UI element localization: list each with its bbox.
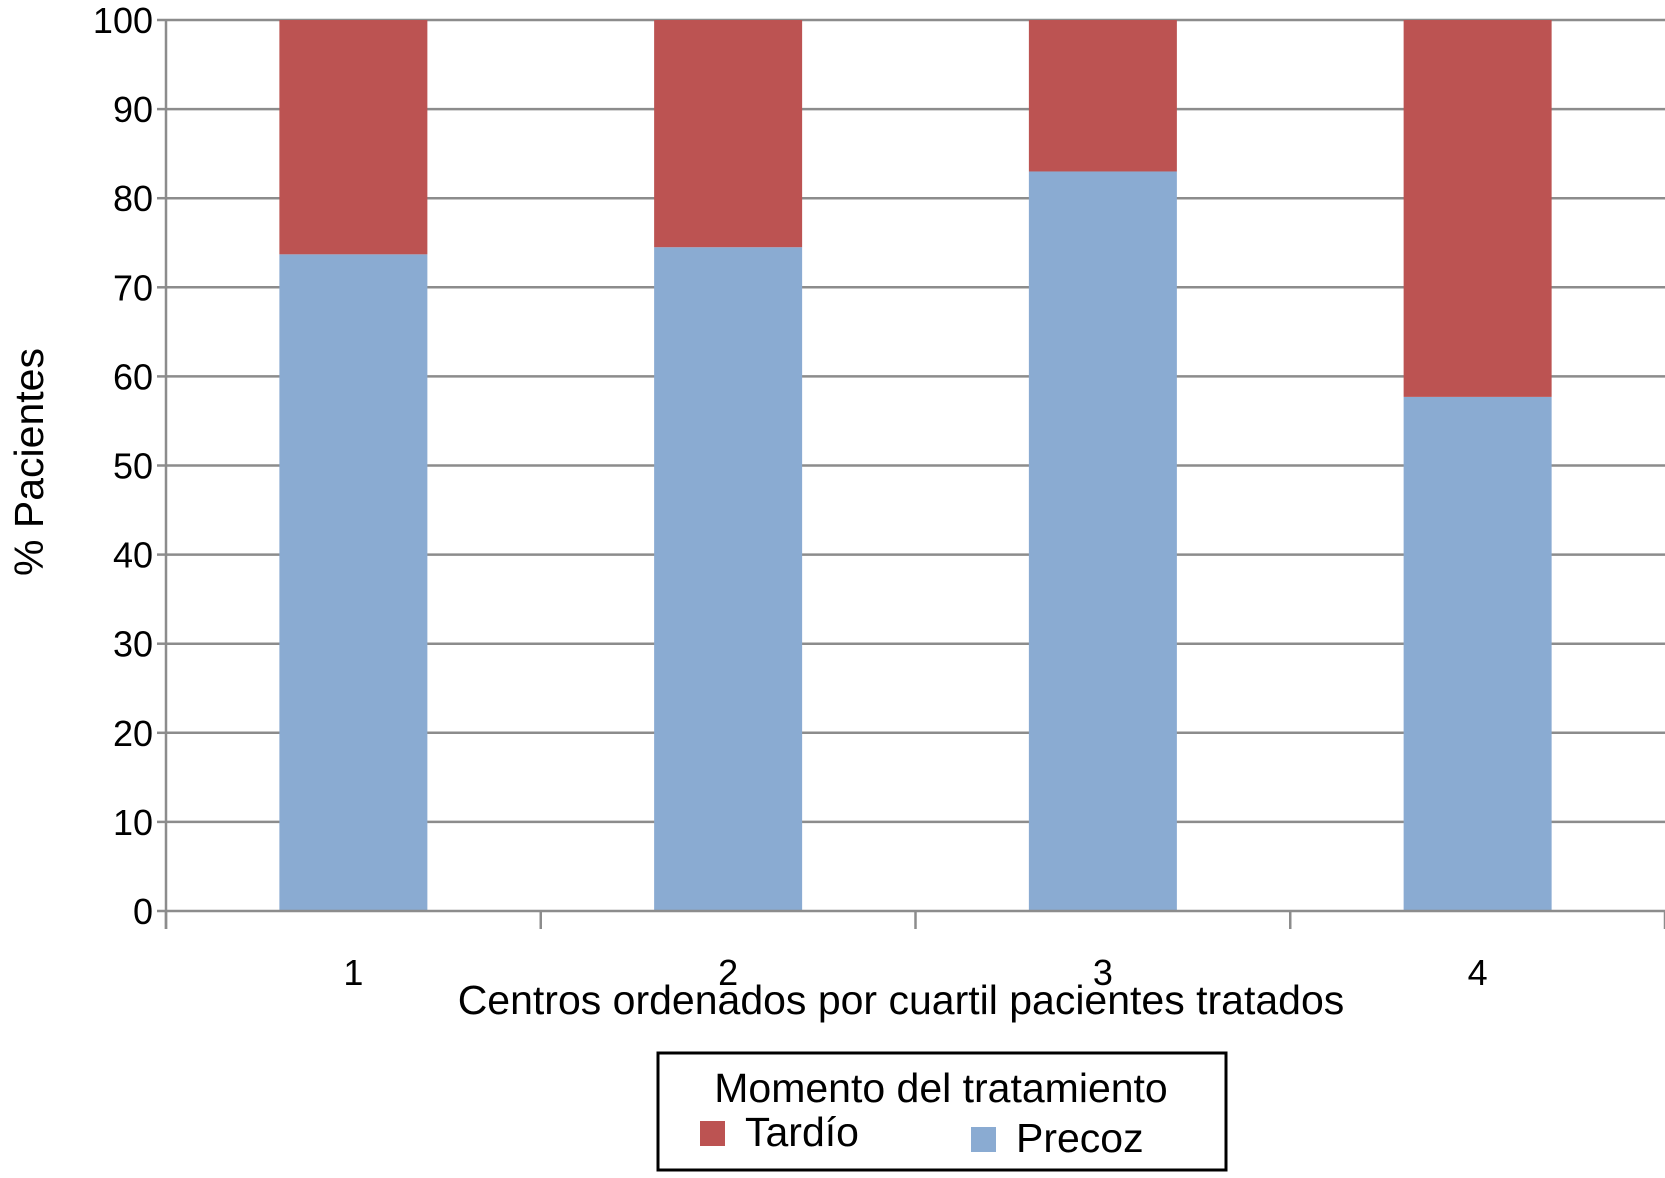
- legend-title: Momento del tratamiento: [714, 1065, 1168, 1111]
- legend-swatch-tardio: [700, 1121, 725, 1146]
- legend-label-tardio: Tardío: [745, 1109, 859, 1155]
- legend: Momento del tratamiento Tardío Precoz: [656, 1051, 1228, 1172]
- bar-tardio-1: [279, 20, 428, 255]
- legend-label-precoz: Precoz: [1016, 1115, 1144, 1161]
- y-tick-label: 50: [113, 446, 153, 487]
- x-axis-title: Centros ordenados por cuartil pacientes …: [458, 977, 1345, 1023]
- bars: [279, 20, 1552, 912]
- x-axis-ticks: 1 2 3 4: [343, 952, 1487, 993]
- y-tick-label: 30: [113, 624, 153, 665]
- bar-precoz-4: [1403, 396, 1552, 911]
- y-tick-label: 100: [93, 0, 153, 41]
- y-axis-title: % Pacientes: [6, 348, 52, 576]
- bar-tardio-3: [1028, 20, 1177, 172]
- y-tick-label: 40: [113, 535, 153, 576]
- y-axis-ticks: 0 10 20 30 40 50 60 70 80 90 100: [93, 0, 166, 932]
- y-tick-label: 10: [113, 802, 153, 843]
- bar-tardio-2: [654, 20, 803, 248]
- y-tick-label: 80: [113, 178, 153, 219]
- y-tick-label: 90: [113, 89, 153, 130]
- bar-precoz-1: [279, 254, 428, 911]
- x-tick-label: 1: [343, 952, 363, 993]
- x-tick-label: 4: [1468, 952, 1488, 993]
- x-tick-label: 2: [718, 952, 738, 993]
- y-tick-label: 0: [133, 891, 153, 932]
- legend-frame: [656, 1051, 1228, 1172]
- y-tick-label: 70: [113, 267, 153, 308]
- legend-swatch-precoz: [971, 1127, 996, 1152]
- y-tick-label: 60: [113, 356, 153, 397]
- x-tick-label: 3: [1093, 952, 1113, 993]
- axes: [164, 20, 1665, 929]
- bar-precoz-3: [1028, 171, 1177, 912]
- bar-precoz-2: [654, 247, 803, 911]
- bar-tardio-4: [1403, 20, 1552, 397]
- y-tick-label: 20: [113, 713, 153, 754]
